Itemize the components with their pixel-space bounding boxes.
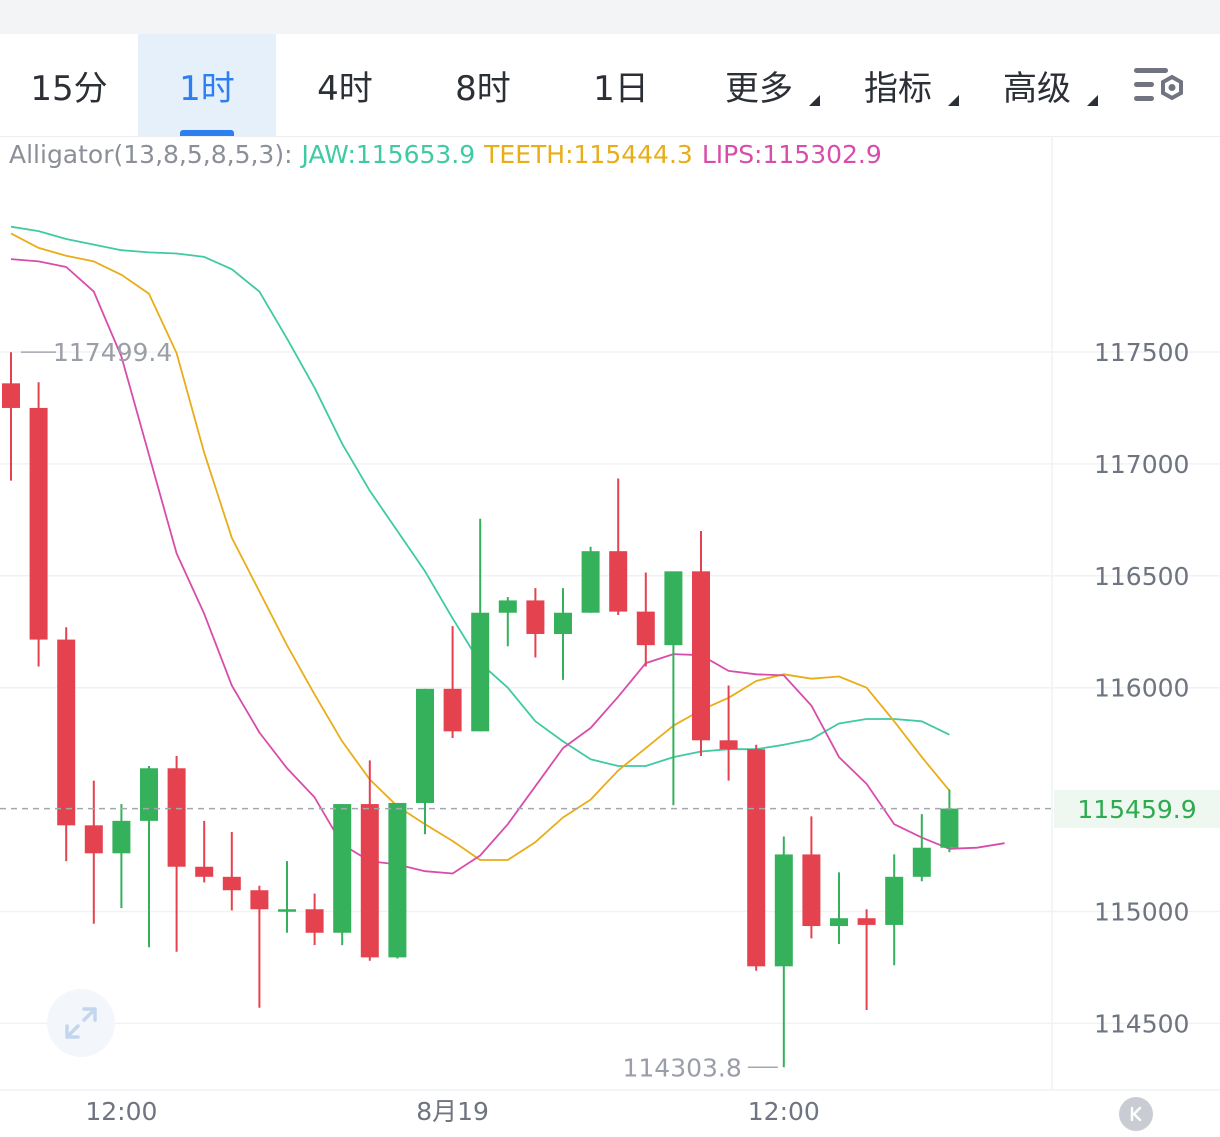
- candle-body: [802, 854, 821, 927]
- active-tab-underline: [180, 130, 234, 136]
- x-tick-label: 12:00: [748, 1097, 820, 1126]
- candle-body: [857, 918, 876, 925]
- candle-body: [692, 571, 710, 741]
- tab-3[interactable]: 8时: [414, 34, 552, 136]
- tab-label: 8时: [455, 68, 511, 109]
- current-price-value: 115459.9: [1077, 794, 1197, 824]
- candle-body: [2, 383, 20, 408]
- jaw-value: JAW:115653.9: [301, 140, 476, 169]
- series-line-teeth: [10, 232, 951, 861]
- alligator-indicator-legend: Alligator(13,8,5,8,5,3): JAW:115653.9 TEET…: [9, 140, 891, 169]
- tab-1[interactable]: 1时: [138, 34, 276, 136]
- candle-body: [912, 847, 931, 877]
- candle-body: [940, 808, 959, 848]
- candle-body: [498, 600, 517, 613]
- tab-label: 15分: [30, 68, 108, 109]
- chart-settings-icon: [1134, 68, 1183, 101]
- candle-body: [526, 600, 545, 634]
- candlestick-chart[interactable]: 117500 117000 116500 116000 115000 114500 12:0…: [0, 136, 1220, 1137]
- candle-body: [167, 768, 186, 867]
- tab-2[interactable]: 4时: [276, 34, 414, 136]
- dropdown-triangle-icon: [809, 95, 820, 106]
- candle-body: [222, 876, 241, 891]
- candle-body: [388, 802, 407, 958]
- candle-body: [471, 612, 490, 732]
- tab-7[interactable]: 高级: [968, 34, 1106, 136]
- candle-body: [250, 890, 269, 910]
- candle-body: [57, 639, 76, 826]
- candle-body: [112, 820, 131, 854]
- lips-value: LIPS:115302.9: [701, 140, 882, 169]
- y-tick-label: 115000: [1094, 898, 1189, 927]
- candle-body: [609, 551, 628, 612]
- y-tick-label: 116000: [1094, 674, 1189, 703]
- expand-button[interactable]: [47, 989, 115, 1057]
- teeth-value: TEETH:115444.3: [484, 140, 693, 169]
- scroll-to-latest-button[interactable]: [1119, 1097, 1153, 1131]
- candle-body: [830, 918, 848, 927]
- candle-body: [719, 740, 738, 750]
- candle-body: [581, 551, 600, 613]
- expand-arrows-icon: [65, 1007, 97, 1039]
- interval-tab-bar: 15分 1时 4时 8时 1日 更多 指标 高级: [0, 34, 1220, 137]
- candle-body: [416, 688, 434, 803]
- current-price-label: 115459.9: [1054, 790, 1220, 828]
- candle-body: [664, 571, 683, 646]
- indicator-name: Alligator(13,8,5,8,5,3):: [9, 140, 293, 169]
- top-strip: [0, 0, 1220, 34]
- tab-5[interactable]: 更多: [690, 34, 828, 136]
- candle-body: [333, 804, 352, 933]
- tab-4[interactable]: 1日: [552, 34, 690, 136]
- scroll-to-latest-icon: [1130, 1106, 1142, 1122]
- candle-body: [774, 854, 793, 967]
- candle-body: [29, 407, 48, 640]
- x-tick-label: 12:00: [85, 1097, 157, 1126]
- tab-label: 1时: [179, 68, 235, 109]
- low-marker-label: 114303.8: [623, 1053, 742, 1082]
- dropdown-triangle-icon: [1087, 95, 1098, 106]
- y-tick-label: 117500: [1094, 338, 1189, 367]
- candle-body: [278, 909, 296, 912]
- y-tick-label: 114500: [1094, 1009, 1189, 1038]
- candle-body: [636, 611, 655, 646]
- series-line-lips: [10, 258, 1005, 875]
- high-marker-label: 117499.4: [53, 338, 172, 367]
- tab-label: 1日: [593, 68, 649, 109]
- candle-body: [140, 768, 158, 821]
- dropdown-triangle-icon: [948, 95, 959, 106]
- tab-label: 指标: [864, 68, 932, 109]
- y-tick-label: 116500: [1094, 562, 1189, 591]
- candle-body: [554, 612, 572, 634]
- candle-body: [360, 804, 379, 958]
- y-tick-label: 117000: [1094, 450, 1189, 479]
- candle-body: [195, 866, 214, 877]
- candle-body: [443, 688, 462, 732]
- tab-label: 4时: [317, 68, 373, 109]
- x-tick-label: 8月19: [416, 1097, 489, 1126]
- tab-6[interactable]: 指标: [829, 34, 967, 136]
- chart-settings-button[interactable]: [1130, 64, 1192, 110]
- tab-label: 更多: [725, 68, 793, 109]
- candle-body: [84, 825, 103, 854]
- tab-label: 高级: [1003, 68, 1071, 109]
- candle-body: [305, 909, 324, 933]
- candle-body: [747, 749, 766, 967]
- tab-0[interactable]: 15分: [0, 34, 138, 136]
- candle-body: [885, 876, 904, 925]
